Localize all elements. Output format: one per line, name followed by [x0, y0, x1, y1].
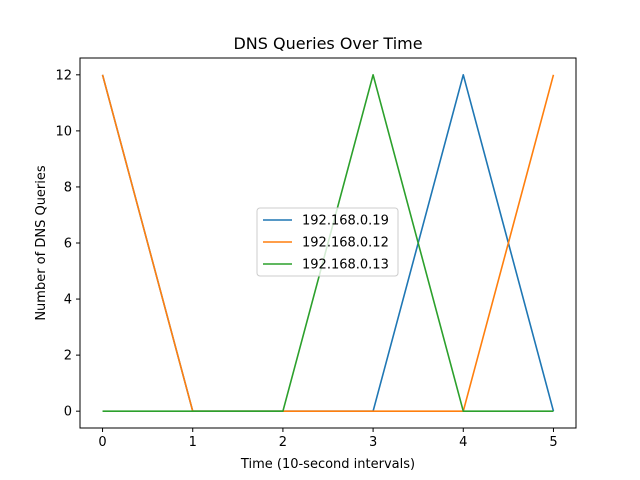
series-line-2 — [101, 74, 555, 412]
legend: 192.168.0.19 192.168.0.12 192.168.0.13 — [256, 207, 399, 277]
y-tick-label: 8 — [64, 180, 72, 195]
x-tick-label: 0 — [98, 435, 106, 450]
x-axis-title: Time (10-second intervals) — [240, 457, 415, 472]
x-axis-ticks: 0 1 2 3 4 5 — [98, 428, 558, 450]
x-tick-label: 4 — [459, 435, 467, 450]
x-tick-label: 3 — [369, 435, 377, 450]
legend-frame — [256, 207, 399, 277]
y-tick-label: 2 — [64, 349, 72, 364]
y-tick-label: 12 — [55, 68, 72, 83]
y-tick-label: 4 — [64, 293, 72, 308]
legend-label-3: 192.168.0.13 — [302, 258, 389, 273]
y-tick-label: 0 — [64, 405, 72, 420]
x-tick-label: 5 — [549, 435, 557, 450]
y-tick-label: 10 — [55, 124, 72, 139]
legend-label-1: 192.168.0.19 — [302, 214, 389, 229]
y-axis-title: Number of DNS Queries — [34, 165, 49, 321]
legend-label-2: 192.168.0.12 — [302, 236, 389, 251]
y-axis-ticks: 0 2 4 6 8 10 12 — [55, 68, 80, 420]
x-tick-label: 2 — [279, 435, 287, 450]
y-tick-label: 6 — [64, 237, 72, 252]
x-tick-label: 1 — [189, 435, 197, 450]
chart-title: DNS Queries Over Time — [233, 34, 422, 53]
